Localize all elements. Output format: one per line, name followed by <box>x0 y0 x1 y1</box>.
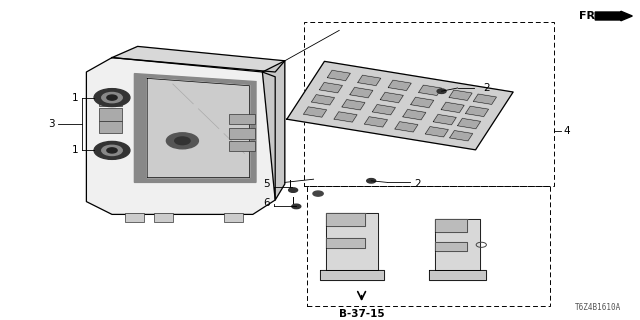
Polygon shape <box>134 74 256 182</box>
Bar <box>154 213 173 222</box>
Text: 2: 2 <box>483 83 490 93</box>
Text: T6Z4B1610A: T6Z4B1610A <box>575 303 621 312</box>
Polygon shape <box>342 100 365 110</box>
Circle shape <box>175 137 190 145</box>
Text: 1: 1 <box>72 92 78 103</box>
Polygon shape <box>433 115 456 125</box>
Polygon shape <box>303 107 326 117</box>
Polygon shape <box>312 95 335 105</box>
Circle shape <box>367 179 376 183</box>
Circle shape <box>102 145 122 156</box>
Polygon shape <box>441 102 464 113</box>
Polygon shape <box>358 75 381 85</box>
Bar <box>99 121 122 133</box>
Bar <box>229 114 255 124</box>
Text: 2: 2 <box>415 179 421 189</box>
Polygon shape <box>287 61 513 150</box>
Circle shape <box>107 148 117 153</box>
Polygon shape <box>474 94 497 104</box>
Polygon shape <box>334 112 357 122</box>
Polygon shape <box>262 61 285 200</box>
Polygon shape <box>86 58 275 214</box>
Polygon shape <box>372 105 396 115</box>
Polygon shape <box>403 109 426 120</box>
Polygon shape <box>435 242 467 251</box>
Polygon shape <box>319 83 342 93</box>
Bar <box>224 213 243 222</box>
Circle shape <box>437 89 446 93</box>
Polygon shape <box>435 219 467 232</box>
Polygon shape <box>426 127 449 137</box>
Circle shape <box>166 133 198 149</box>
Polygon shape <box>364 117 387 127</box>
Polygon shape <box>435 219 480 270</box>
Polygon shape <box>465 106 488 116</box>
Polygon shape <box>320 270 384 280</box>
Polygon shape <box>380 92 403 103</box>
Bar <box>125 213 144 222</box>
Bar <box>229 141 255 151</box>
Polygon shape <box>327 70 350 81</box>
Polygon shape <box>458 118 481 129</box>
Bar <box>304 22 554 186</box>
Text: 5: 5 <box>264 179 270 189</box>
Polygon shape <box>411 97 434 108</box>
Circle shape <box>292 204 301 209</box>
Text: B-37-15: B-37-15 <box>339 309 385 319</box>
Polygon shape <box>450 131 473 141</box>
Text: FR.: FR. <box>579 11 600 21</box>
Polygon shape <box>449 90 472 100</box>
Polygon shape <box>350 87 373 98</box>
Circle shape <box>313 191 323 196</box>
Text: 6: 6 <box>264 198 270 208</box>
Polygon shape <box>326 238 365 248</box>
Bar <box>307 186 550 306</box>
Text: 4: 4 <box>563 126 570 136</box>
FancyArrow shape <box>595 11 632 21</box>
Bar <box>229 128 255 139</box>
Bar <box>99 108 122 121</box>
Circle shape <box>94 141 130 159</box>
Circle shape <box>102 92 122 103</box>
Polygon shape <box>147 78 250 178</box>
Polygon shape <box>326 213 378 270</box>
Polygon shape <box>388 80 411 91</box>
Polygon shape <box>419 85 442 95</box>
Circle shape <box>289 188 298 192</box>
Polygon shape <box>395 122 418 132</box>
Polygon shape <box>326 213 365 226</box>
Circle shape <box>107 95 117 100</box>
Circle shape <box>94 89 130 107</box>
Polygon shape <box>112 46 285 72</box>
Text: 3: 3 <box>48 119 54 129</box>
Text: 1: 1 <box>72 145 78 156</box>
Bar <box>99 93 122 106</box>
Polygon shape <box>429 270 486 280</box>
